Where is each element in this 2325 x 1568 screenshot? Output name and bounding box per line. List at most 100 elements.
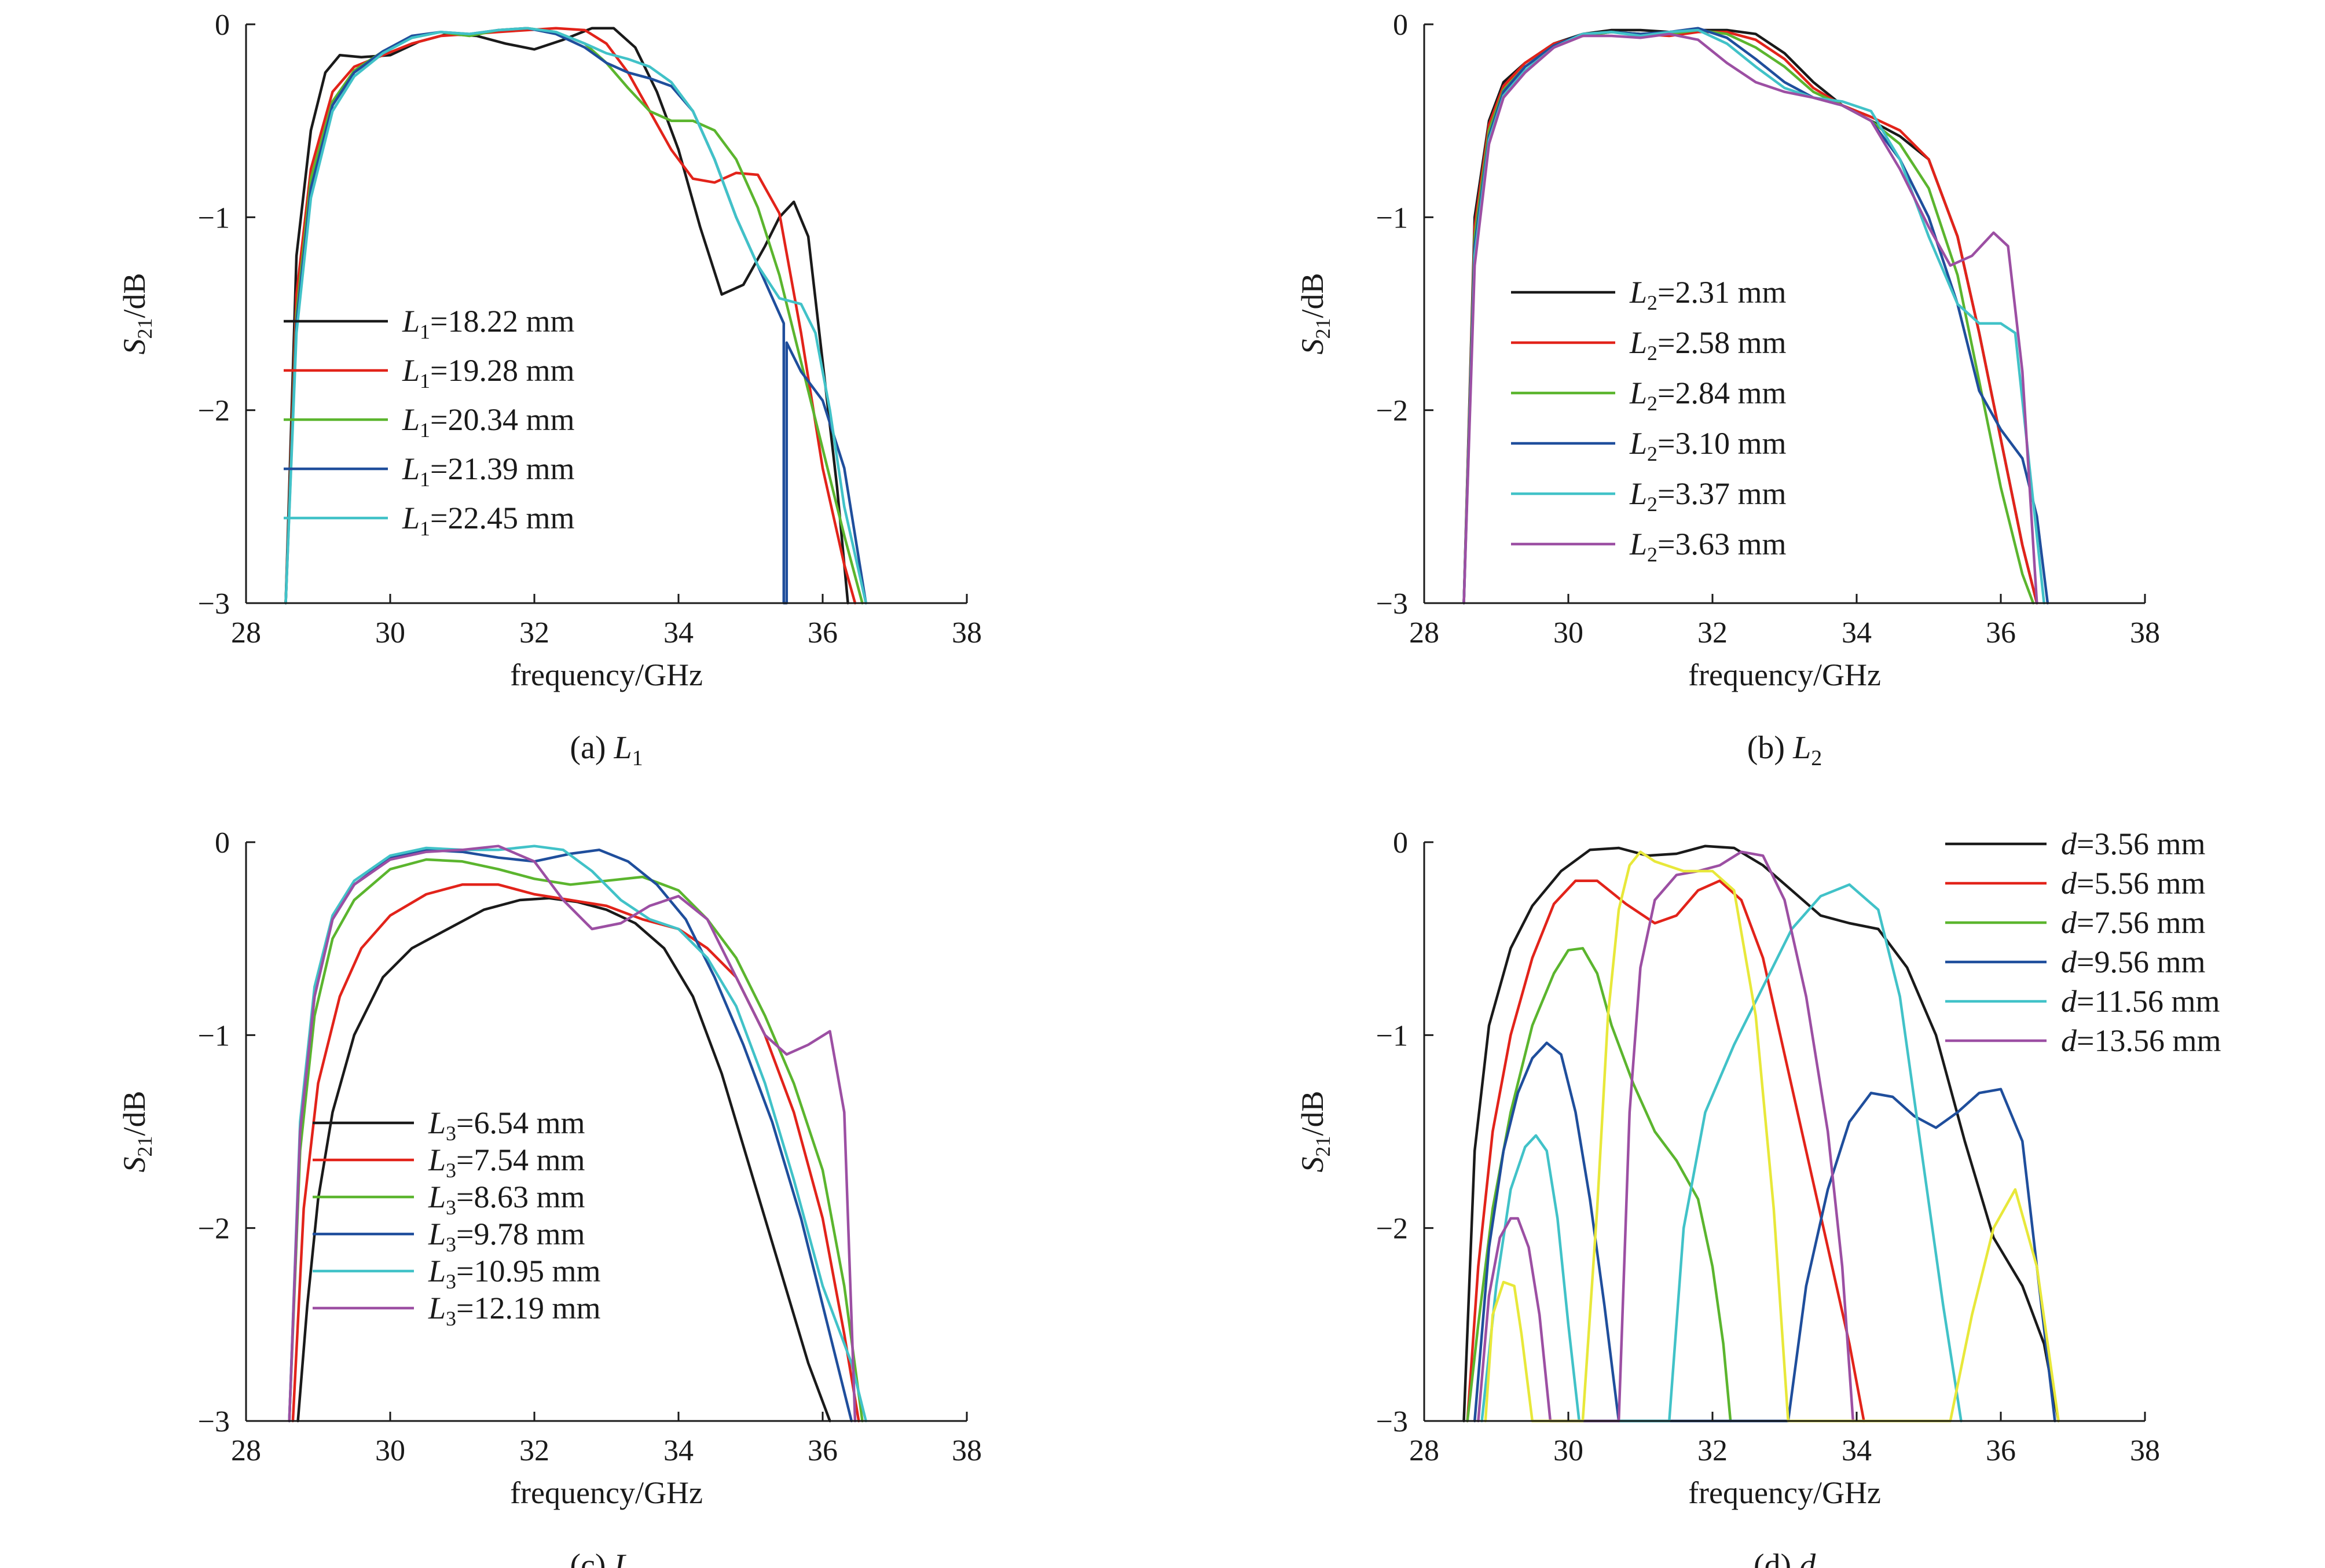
- legend-sub: 1: [420, 517, 430, 540]
- legend-sub: 2: [1647, 341, 1657, 365]
- y-axis-label-unit: /dB: [117, 1090, 152, 1136]
- chart-panel-b: 28 30 32 34 36 38 0 −1 −2 −3 frequency/GHz S21/dB (b…: [1295, 9, 2160, 770]
- legend-entry: d=11.56 mm: [2061, 984, 2220, 1019]
- legend-var: L: [428, 1254, 446, 1288]
- x-tick-label: 36: [1986, 1434, 2016, 1467]
- panel-caption: (c) L3: [570, 1548, 643, 1568]
- legend-value: =8.63 mm: [456, 1180, 585, 1214]
- y-tick-label: −2: [198, 395, 230, 428]
- x-tick-label: 34: [1842, 616, 1872, 649]
- legend-entry: L2=2.31 mm: [1629, 275, 1787, 314]
- panel-caption: (d) d: [1754, 1548, 1816, 1568]
- caption-prefix: (d): [1754, 1548, 1799, 1568]
- legend-entry: L3=8.63 mm: [428, 1180, 585, 1219]
- legend-entry: d=9.56 mm: [2061, 945, 2205, 979]
- x-tick-label: 30: [375, 616, 405, 649]
- series-line-1: [296, 897, 831, 1423]
- y-axis-label-var: S: [117, 1157, 152, 1173]
- legend-entry: L1=20.34 mm: [402, 402, 575, 442]
- y-tick-label: −2: [198, 1213, 230, 1246]
- legend-var: d: [2061, 984, 2077, 1019]
- legend-value: =10.95 mm: [456, 1254, 600, 1288]
- legend-var: L: [428, 1217, 446, 1251]
- legend-sub: 1: [420, 320, 430, 343]
- series-line-3: [288, 858, 864, 1423]
- series-line-6: [288, 844, 857, 1423]
- legend-entry: L3=7.54 mm: [428, 1143, 585, 1182]
- legend-value: =9.56 mm: [2077, 945, 2205, 979]
- legend-entry: d=3.56 mm: [2061, 827, 2205, 861]
- caption-sub: 1: [632, 746, 643, 770]
- y-tick-label: −1: [198, 1019, 230, 1052]
- chart-panel-c: 28 30 32 34 36 38 0 −1 −2 −3 frequency/GHz S21/dB (c…: [117, 827, 982, 1568]
- legend-var: L: [428, 1291, 446, 1325]
- legend-value: =3.56 mm: [2077, 827, 2205, 861]
- legend-entry: L2=2.58 mm: [1629, 325, 1787, 365]
- y-axis-label-unit: /dB: [117, 273, 152, 318]
- series-line-1: [1462, 28, 2038, 605]
- legend-var: L: [1629, 527, 1647, 561]
- y-axis-label-var: S: [117, 339, 152, 355]
- legend-value: =7.56 mm: [2077, 905, 2205, 940]
- legend-sub: 3: [446, 1196, 456, 1219]
- panel-caption: (a) L1: [570, 730, 643, 770]
- legend-entry: L2=2.84 mm: [1629, 376, 1787, 415]
- legend-value: =19.28 mm: [430, 353, 574, 388]
- legend-var: L: [402, 402, 420, 437]
- y-axis-label-sub: 21: [133, 1136, 156, 1157]
- x-tick-label: 30: [1553, 616, 1583, 649]
- y-axis-label: S21/dB: [1295, 1090, 1334, 1172]
- legend-var: d: [2061, 827, 2077, 861]
- series-line-6: [1477, 850, 1855, 1423]
- series-line-3: [1462, 28, 2035, 605]
- x-tick-label: 32: [519, 1434, 549, 1467]
- legend-value: =11.56 mm: [2077, 984, 2220, 1019]
- x-axis-label: frequency/GHz: [1688, 1475, 1881, 1510]
- x-tick-label: 32: [519, 616, 549, 649]
- y-tick-label: −3: [1376, 1405, 1408, 1438]
- series-line-2: [1466, 879, 1865, 1423]
- legend-var: L: [1629, 476, 1647, 511]
- legend-entry: L3=12.19 mm: [428, 1291, 601, 1330]
- legend-value: =2.31 mm: [1657, 275, 1786, 310]
- y-axis-label-unit: /dB: [1295, 1090, 1330, 1136]
- legend-sub: 1: [420, 418, 430, 442]
- legend-var: d: [2061, 905, 2077, 940]
- y-axis-label-sub: 21: [133, 318, 156, 339]
- y-tick-label: −2: [1376, 395, 1408, 428]
- legend-var: L: [1629, 426, 1647, 461]
- legend-value: =13.56 mm: [2077, 1023, 2221, 1058]
- legend-value: =9.78 mm: [456, 1217, 585, 1251]
- series-line-4: [1462, 27, 2049, 605]
- y-tick-label: 0: [1393, 827, 1408, 860]
- caption-prefix: (a): [570, 730, 614, 766]
- series-line-5: [1462, 28, 2045, 605]
- x-tick-label: 36: [808, 616, 838, 649]
- legend-var: L: [428, 1106, 446, 1140]
- series-line-4: [1473, 1041, 2056, 1423]
- legend-var: L: [1629, 325, 1647, 360]
- x-tick-label: 30: [375, 1434, 405, 1467]
- series-line-5: [288, 844, 867, 1423]
- legend-sub: 2: [1647, 291, 1657, 314]
- legend-var: L: [1629, 275, 1647, 310]
- y-tick-label: −3: [198, 1405, 230, 1438]
- legend-value: =21.39 mm: [430, 451, 574, 486]
- caption-var: L: [1792, 730, 1811, 766]
- legend-entry: d=5.56 mm: [2061, 866, 2205, 901]
- chart-panel-d: 28 30 32 34 36 38 0 −1 −2 −3 frequency/GHz S21/dB (d…: [1295, 827, 2221, 1568]
- series-line-6: [1462, 32, 2038, 605]
- x-tick-label: 30: [1553, 1434, 1583, 1467]
- legend-var: d: [2061, 1023, 2077, 1058]
- x-tick-label: 38: [952, 616, 982, 649]
- y-tick-label: 0: [1393, 9, 1408, 42]
- legend-value: =2.84 mm: [1657, 376, 1786, 410]
- legend-value: =5.56 mm: [2077, 866, 2205, 901]
- y-axis-label-unit: /dB: [1295, 273, 1330, 318]
- legend-var: L: [402, 353, 420, 388]
- series-line-2: [291, 883, 860, 1423]
- y-axis-label: S21/dB: [117, 1090, 156, 1172]
- series-line-7: [1484, 850, 2060, 1423]
- legend-value: =2.58 mm: [1657, 325, 1786, 360]
